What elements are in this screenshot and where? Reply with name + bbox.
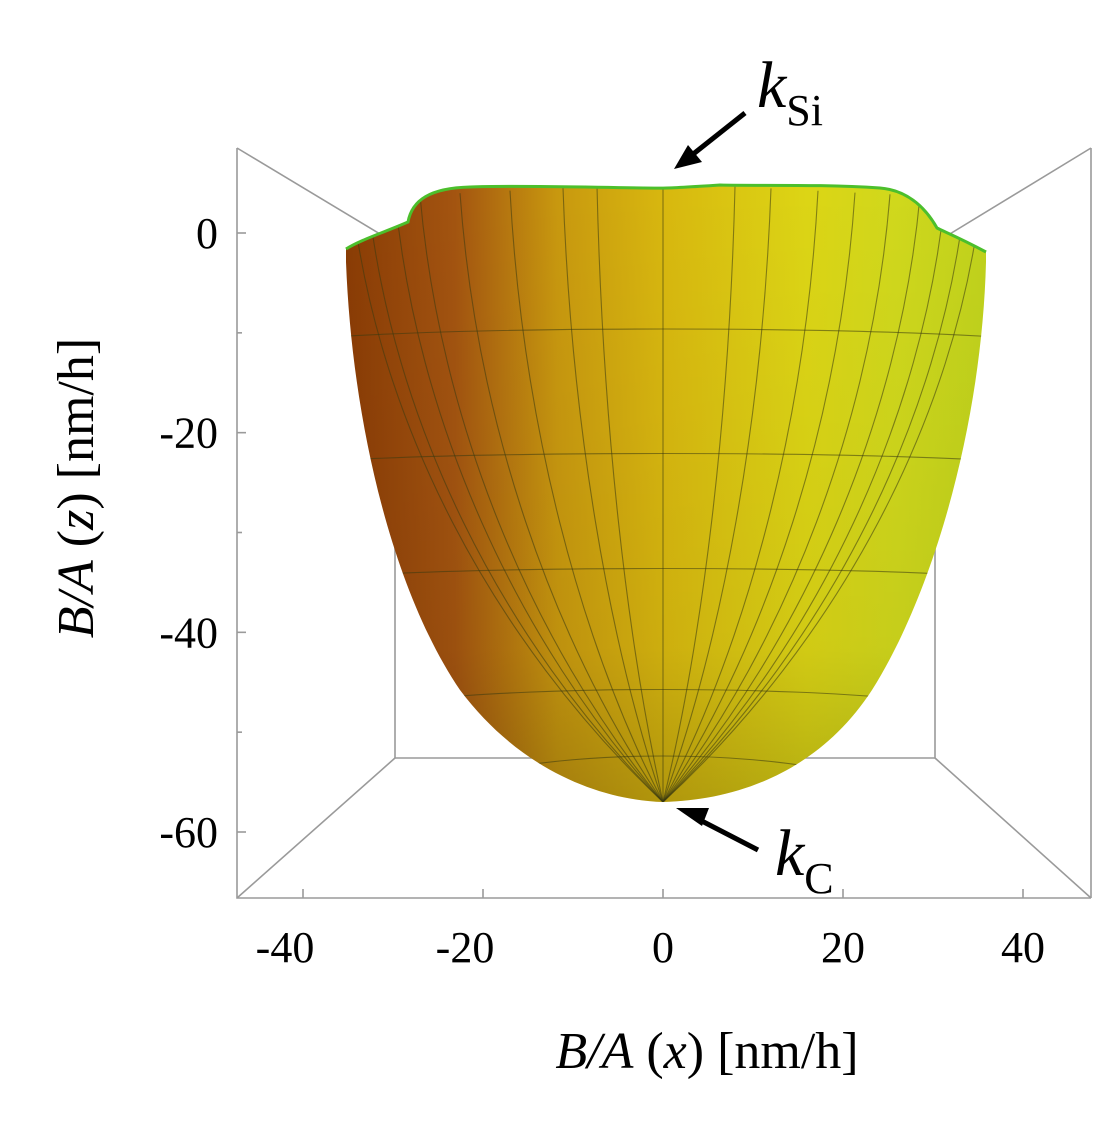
arrow-k-c [694,815,760,853]
x-tick-label: 40 [1001,923,1045,972]
mesh-meridian [662,186,736,803]
mesh-meridian [662,195,921,803]
mesh-meridian [662,198,966,803]
annotation-k-c: kC [676,808,834,903]
mesh-meridian [662,197,946,803]
surface [345,183,987,803]
z-tick-label: 0 [196,209,218,258]
svg-text:kSi: kSi [757,49,823,135]
mesh-meridian [662,188,772,803]
mesh-meridian [562,187,664,803]
z-tick-label: -60 [159,808,218,857]
x-axis-tick-marks [302,889,1024,898]
mesh-meridian [459,193,664,803]
mesh-meridian [351,198,664,803]
z-tick-label: -40 [159,608,218,657]
z-axis-tick-marks [237,232,246,833]
mesh-meridian [509,190,664,803]
x-tick-label: 20 [821,923,865,972]
arrowhead-k-c [676,808,709,826]
svg-text:kC: kC [775,817,834,903]
mesh-meridian [394,196,664,803]
surface-mesh [346,185,986,803]
x-tick-label: -20 [436,923,495,972]
mesh-meridian [662,192,856,803]
mesh-meridian [662,194,891,803]
x-axis-label: B/A (x) [nm/h] [555,1023,858,1080]
arrowhead-k-si [674,145,702,169]
annotation-k-si: kSi [674,49,823,169]
z-tick-label: -20 [159,409,218,458]
mesh-meridian [419,195,664,803]
mesh-meridian [596,186,664,803]
x-axis-tick-labels: -40 -20 0 20 40 [256,923,1045,972]
mesh-meridian [662,198,982,803]
mesh-meridian [367,197,664,803]
mesh-meridian [662,190,819,803]
surface-shading [346,185,986,803]
z-axis-label: B/A (z) [nm/h] [48,338,105,638]
x-tick-label: 0 [652,923,674,972]
z-axis-tick-labels: 0 -20 -40 -60 [159,209,218,857]
arrow-k-si [690,111,747,157]
surface-rim [345,183,987,254]
x-tick-label: -40 [256,923,315,972]
